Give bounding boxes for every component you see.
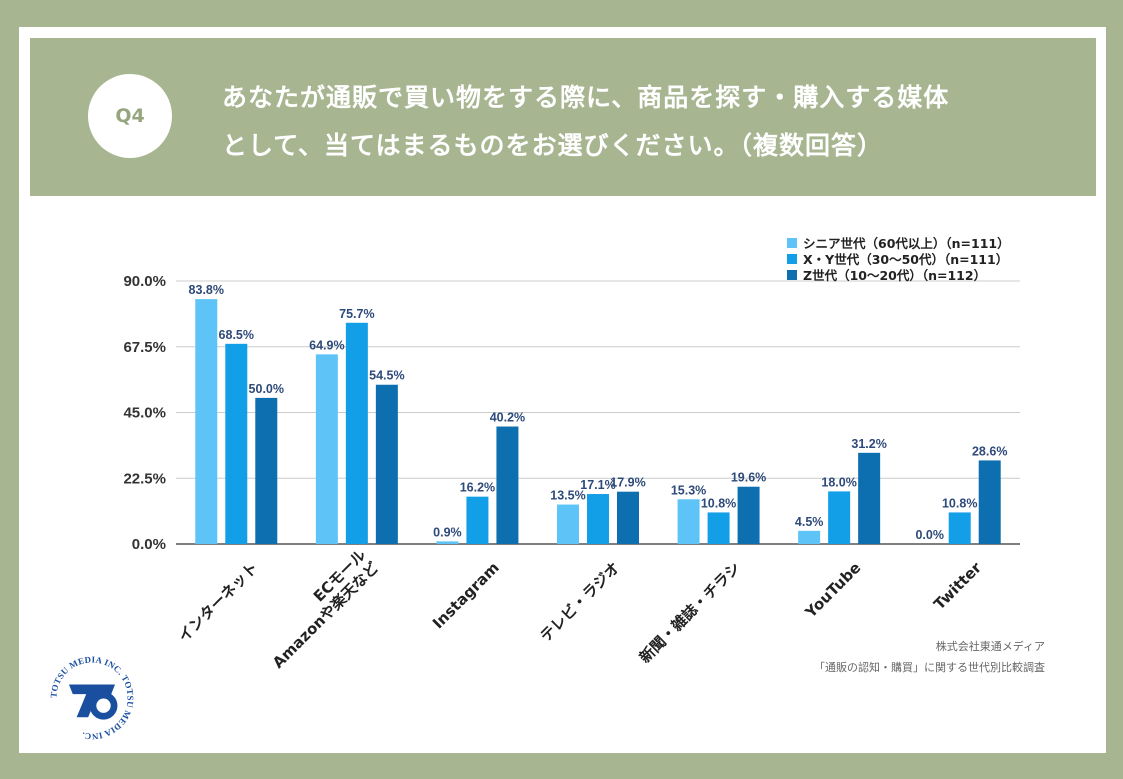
- credit-survey: 「通販の認知・購買」に関する世代別比較調査: [814, 661, 1045, 674]
- bar: [345, 322, 368, 544]
- data-label: 15.3%: [671, 483, 706, 497]
- bar: [948, 512, 971, 544]
- bar: [436, 541, 459, 544]
- bar: [225, 343, 248, 544]
- legend-swatch: [787, 270, 797, 280]
- question-line-1: あなたが通販で買い物をする際に、商品を探す・購入する媒体: [222, 83, 950, 112]
- question-text: あなたが通販で買い物をする際に、商品を探す・購入する媒体 として、当てはまるもの…: [222, 74, 1062, 170]
- x-tick-label-line: YouTube: [801, 559, 864, 622]
- bar: [798, 530, 821, 544]
- legend-swatch: [787, 238, 797, 248]
- bar: [557, 504, 579, 544]
- data-label: 54.5%: [369, 369, 404, 383]
- x-tick-label: インターネット: [175, 559, 262, 646]
- x-tick-label-line: Amazonや楽天など: [269, 559, 382, 672]
- x-tick-label: Twitter: [930, 558, 985, 613]
- bar: [195, 299, 218, 544]
- legend-label: X・Y世代（30〜50代）（n=111）: [803, 252, 1008, 267]
- data-label: 68.5%: [219, 328, 254, 342]
- data-label: 31.2%: [851, 437, 886, 451]
- data-label: 83.8%: [189, 283, 224, 297]
- data-label: 50.0%: [249, 382, 284, 396]
- bar: [375, 384, 398, 544]
- bar: [496, 426, 519, 544]
- data-label: 10.8%: [942, 496, 977, 510]
- data-label: 16.2%: [460, 481, 495, 495]
- bar: [978, 460, 1001, 544]
- data-label: 64.9%: [309, 338, 344, 352]
- x-tick-label: Instagram: [429, 559, 503, 633]
- data-label: 0.9%: [433, 525, 462, 539]
- data-label: 19.6%: [731, 471, 766, 485]
- y-tick-label: 0.0%: [132, 536, 166, 553]
- data-label: 10.8%: [701, 496, 736, 510]
- bar: [737, 486, 760, 544]
- x-tick-label: テレビ・ラジオ: [537, 559, 624, 646]
- data-label: 17.1%: [580, 478, 615, 492]
- y-tick-label: 67.5%: [123, 339, 166, 356]
- x-tick-label: YouTube: [801, 559, 864, 622]
- data-label: 18.0%: [821, 475, 856, 489]
- x-tick-label-line: Instagram: [429, 559, 503, 633]
- question-line-2: として、当てはまるものをお選びください。（複数回答）: [222, 131, 884, 160]
- bar: [858, 452, 881, 544]
- bar: [466, 496, 489, 544]
- y-tick-label: 22.5%: [123, 470, 166, 487]
- legend-label: Z世代（10〜20代）（n=112）: [803, 268, 986, 283]
- data-label: 40.2%: [490, 411, 525, 425]
- data-label: 17.9%: [610, 476, 645, 490]
- data-label: 4.5%: [795, 515, 824, 529]
- company-logo-icon: TOTSU MEDIA INC. TOTSU MEDIA INC.: [48, 654, 135, 741]
- data-label: 13.5%: [550, 489, 585, 503]
- data-label: 75.7%: [339, 307, 374, 321]
- bar: [255, 397, 278, 544]
- legend-label: シニア世代（60代以上）（n=111）: [803, 236, 1010, 251]
- bar: [587, 494, 609, 544]
- question-header: [30, 38, 1096, 196]
- legend-swatch: [787, 254, 797, 264]
- data-label: 28.6%: [972, 444, 1007, 458]
- x-tick-label-line: インターネット: [175, 559, 262, 646]
- credit-company: 株式会社東通メディア: [935, 640, 1045, 653]
- y-tick-label: 45.0%: [123, 405, 166, 422]
- bar: [617, 491, 639, 544]
- y-tick-label: 90.0%: [123, 273, 166, 290]
- bar: [828, 491, 851, 544]
- question-badge: Q4: [88, 74, 172, 158]
- data-label: 0.0%: [915, 528, 944, 542]
- bar: [707, 512, 730, 544]
- x-tick-label-line: 新聞・雑誌・チラシ: [636, 559, 744, 667]
- x-tick-label-line: Twitter: [930, 558, 985, 613]
- x-tick-label: 新聞・雑誌・チラシ: [636, 559, 744, 667]
- credit: 株式会社東通メディア 「通販の認知・購買」に関する世代別比較調査: [814, 636, 1045, 678]
- bar: [677, 499, 700, 544]
- bar: [315, 354, 338, 544]
- x-tick-label-line: テレビ・ラジオ: [537, 559, 624, 646]
